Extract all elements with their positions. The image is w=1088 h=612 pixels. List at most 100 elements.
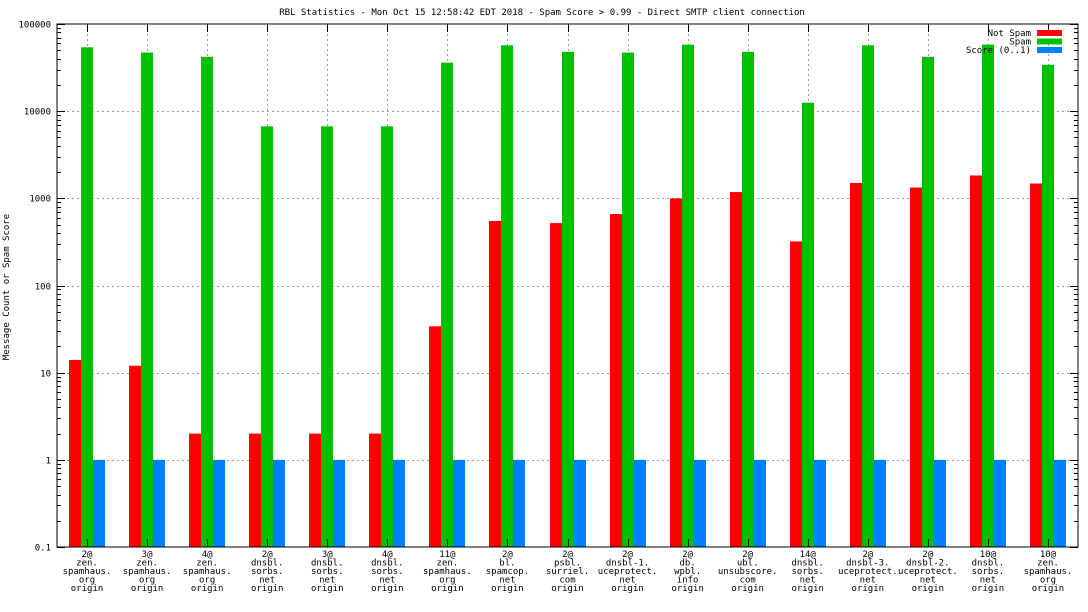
x-tick-label: com	[559, 576, 575, 586]
score-bar	[393, 459, 405, 547]
x-tick-label: net	[259, 576, 275, 586]
x-tick-label: origin	[611, 584, 644, 594]
x-tick-label: com	[740, 576, 756, 586]
chart-title: RBL Statistics - Mon Oct 15 12:58:42 EDT…	[279, 8, 805, 18]
x-tick-label: org	[79, 576, 95, 586]
not-spam-bar	[610, 214, 622, 547]
x-tick-label: 10@	[1040, 550, 1057, 560]
x-tick-label: sorbs.	[371, 567, 404, 577]
x-tick-label: sorbs.	[251, 567, 284, 577]
not-spam-bar	[730, 192, 742, 547]
x-axis-ticks: 2@zen.spamhaus.orgorigin3@zen.spamhaus.o…	[63, 24, 1073, 594]
x-tick-label: 2@	[502, 550, 513, 560]
x-tick-label: origin	[251, 584, 284, 594]
x-tick-label: origin	[71, 584, 104, 594]
score-bar	[934, 459, 946, 547]
x-tick-label: 10@	[980, 550, 997, 560]
x-tick-label: net	[920, 576, 936, 586]
spam-bar	[802, 102, 814, 547]
x-tick-label: org	[439, 576, 455, 586]
not-spam-bar	[189, 433, 201, 547]
x-tick-label: net	[619, 576, 635, 586]
x-tick-label: zen.	[437, 559, 459, 569]
x-tick-label: 2@	[922, 550, 933, 560]
y-axis-label: Message Count or Spam Score	[2, 214, 12, 360]
score-bar	[513, 459, 525, 547]
spam-bar	[321, 126, 333, 547]
plot-frame	[56, 23, 1079, 548]
y-axis-ticks: 0.1 1 10 100 1000 10000 100000	[18, 21, 1078, 554]
x-tick-label: org	[139, 576, 155, 586]
x-tick-label: db.	[679, 559, 695, 569]
legend-label: Not Spam	[988, 29, 1031, 39]
y-tick-label: 1000	[29, 195, 51, 205]
x-tick-label: dnsbl-1.	[606, 559, 649, 569]
spam-bar	[141, 52, 153, 547]
x-tick-label: spamhaus.	[183, 567, 232, 577]
x-tick-label: bl.	[499, 559, 515, 569]
x-tick-label: origin	[551, 584, 584, 594]
not-spam-bar	[309, 433, 321, 547]
x-tick-label: dnsbl-2.	[906, 559, 949, 569]
x-tick-label: 11@	[439, 550, 456, 560]
x-tick-label: sorbs.	[791, 567, 824, 577]
not-spam-bar	[369, 433, 381, 547]
x-tick-label: 2@	[742, 550, 753, 560]
y-tick-label: 10	[40, 370, 51, 380]
x-tick-label: net	[379, 576, 395, 586]
score-bar	[93, 459, 105, 547]
x-tick-label: ubl.	[737, 559, 759, 569]
x-tick-label: sorbs.	[311, 567, 344, 577]
spam-bar	[682, 44, 694, 548]
score-bar	[874, 459, 886, 547]
legend-swatch	[1037, 47, 1062, 53]
x-tick-label: spamcop.	[486, 567, 529, 577]
x-tick-label: origin	[131, 584, 164, 594]
x-tick-label: 2@	[862, 550, 873, 560]
score-bar	[694, 459, 706, 547]
not-spam-bar	[550, 223, 562, 547]
score-bar	[273, 459, 285, 547]
y-tick-label: 100000	[18, 21, 51, 31]
x-tick-label: wpbl.	[674, 567, 701, 577]
x-tick-label: zen.	[1037, 559, 1059, 569]
x-tick-label: 4@	[202, 550, 213, 560]
x-tick-label: 3@	[142, 550, 153, 560]
x-tick-label: zen.	[136, 559, 158, 569]
x-tick-label: origin	[671, 584, 704, 594]
x-tick-label: net	[860, 576, 876, 586]
legend-label: Score (0..1)	[966, 46, 1031, 56]
x-tick-label: unsubscore.	[718, 567, 778, 577]
legend-label: Spam	[1009, 38, 1031, 48]
not-spam-bar	[670, 198, 682, 548]
y-tick-label: 100	[35, 283, 51, 293]
x-tick-label: origin	[852, 584, 885, 594]
x-tick-label: origin	[311, 584, 344, 594]
x-tick-label: origin	[431, 584, 464, 594]
x-tick-label: 14@	[800, 550, 817, 560]
not-spam-bar	[489, 220, 501, 547]
x-tick-label: spamhaus.	[1024, 567, 1073, 577]
not-spam-bar	[970, 175, 982, 547]
x-tick-label: dnsbl.	[371, 559, 404, 569]
score-bar	[213, 459, 225, 547]
not-spam-bar	[129, 365, 141, 547]
x-tick-label: sorbs.	[972, 567, 1005, 577]
legend-swatch	[1037, 30, 1062, 36]
x-tick-label: net	[980, 576, 996, 586]
x-tick-label: 3@	[322, 550, 333, 560]
score-bar	[754, 459, 766, 547]
x-tick-label: uceprotect.	[598, 567, 658, 577]
score-bar	[153, 459, 165, 547]
x-tick-label: net	[499, 576, 515, 586]
x-tick-label: dnsbl.	[791, 559, 824, 569]
x-tick-label: dnsbl.	[311, 559, 344, 569]
not-spam-bar	[429, 326, 441, 547]
score-bar	[994, 459, 1006, 547]
score-bar	[453, 459, 465, 547]
x-tick-label: 2@	[82, 550, 93, 560]
spam-bar	[562, 51, 574, 548]
x-tick-label: origin	[972, 584, 1005, 594]
